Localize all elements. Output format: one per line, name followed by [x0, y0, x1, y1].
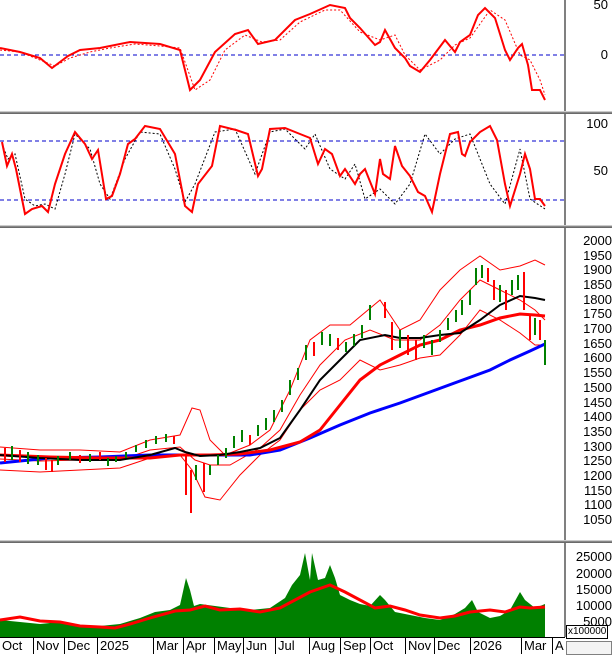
price-panel: 2000 1950 1900 1850 1800 1750 1700 1650 …	[0, 228, 612, 540]
volume-tick: 15000	[575, 582, 612, 597]
price-tick: 1700	[583, 321, 612, 336]
price-tick: 1250	[583, 453, 612, 468]
price-tick: 1650	[583, 336, 612, 351]
price-tick: 1400	[583, 409, 612, 424]
month-label: Sep	[340, 638, 366, 654]
price-tick: 1850	[583, 277, 612, 292]
momentum-plot	[0, 0, 566, 111]
price-tick: 1350	[583, 424, 612, 439]
month-label: Dec	[434, 638, 460, 654]
stochastic-panel: 100 50	[0, 114, 612, 225]
panel-divider[interactable]	[0, 111, 612, 114]
price-plot	[0, 228, 566, 540]
time-axis	[0, 637, 565, 655]
month-label: Mar	[521, 638, 546, 654]
month-label: Mar	[153, 638, 178, 654]
volume-unit-label: x100000	[566, 625, 609, 639]
price-tick: 2000	[583, 233, 612, 248]
momentum-panel: 50 0	[0, 0, 612, 111]
month-label: 2026	[470, 638, 502, 654]
price-tick: 1800	[583, 292, 612, 307]
price-tick: 1450	[583, 395, 612, 410]
price-tick: 1050	[583, 512, 612, 527]
price-tick: 1150	[584, 483, 612, 498]
volume-tick: 25000	[575, 549, 612, 564]
stoch-tick-50: 50	[593, 163, 608, 178]
price-tick: 1500	[583, 380, 612, 395]
volume-tick: 20000	[575, 566, 612, 581]
scroll-control[interactable]	[566, 641, 612, 655]
month-label: Dec	[64, 638, 90, 654]
panel-divider[interactable]	[0, 540, 612, 543]
price-tick: 1600	[583, 350, 612, 365]
month-label: Oct	[370, 638, 393, 654]
month-label: 2025	[97, 638, 129, 654]
stochastic-plot	[0, 114, 566, 225]
price-tick: 1550	[583, 365, 612, 380]
volume-tick: 10000	[575, 598, 612, 613]
volume-panel: 25000 20000 15000 10000 5000	[0, 543, 612, 637]
price-tick: 1950	[583, 248, 612, 263]
price-tick: 1100	[584, 497, 612, 512]
panel-divider[interactable]	[0, 225, 612, 228]
month-label: Jul	[275, 638, 295, 654]
price-tick: 1200	[583, 468, 612, 483]
price-tick: 1750	[583, 306, 612, 321]
volume-plot	[0, 543, 566, 637]
price-tick: 1900	[583, 262, 612, 277]
price-tick: 1300	[583, 439, 612, 454]
month-label: A	[552, 638, 564, 654]
month-label: Apr	[183, 638, 206, 654]
month-label: May	[214, 638, 242, 654]
month-label: Nov	[405, 638, 431, 654]
month-label: Aug	[309, 638, 335, 654]
month-label: Jun	[243, 638, 267, 654]
stoch-tick-100: 100	[586, 116, 608, 131]
candles	[4, 265, 546, 513]
osc-tick-0: 0	[600, 47, 608, 62]
osc-tick-50: 50	[593, 0, 608, 12]
month-label: Oct	[2, 638, 23, 653]
month-label: Nov	[33, 638, 59, 654]
